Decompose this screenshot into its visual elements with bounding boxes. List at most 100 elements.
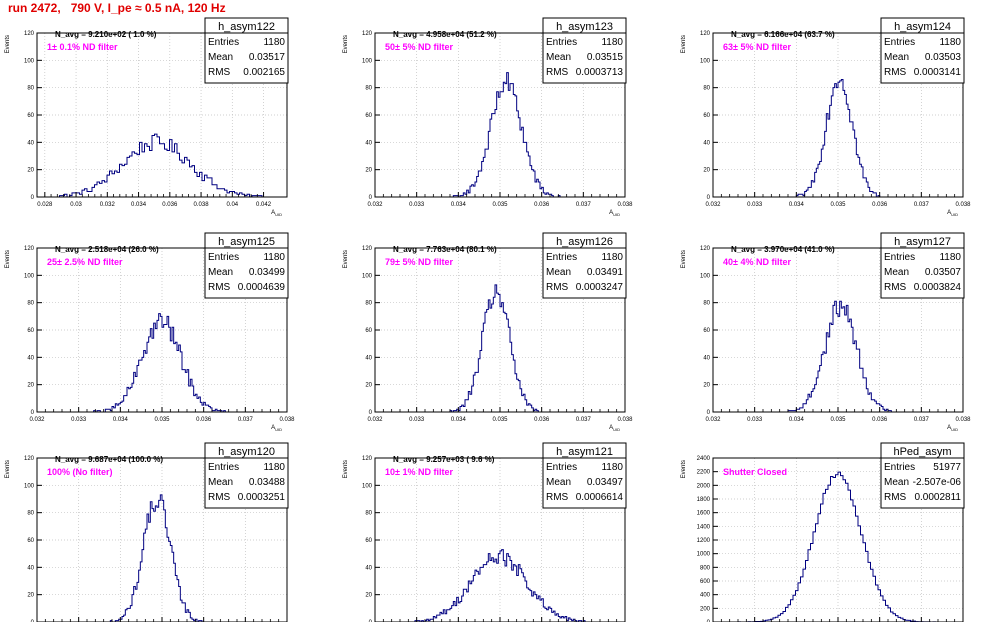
navg-label: N_avg = 7.763e+04 (80.1 %) (393, 245, 497, 254)
filter-annotation: 1± 0.1% ND filter (47, 42, 118, 52)
stats-value-mean: 0.03503 (925, 52, 962, 63)
histogram-line-h_asym121 (375, 549, 625, 622)
y-tick-label: 80 (365, 511, 372, 517)
y-tick-label: 120 (700, 246, 711, 252)
x-tick-label: 0.035 (492, 202, 508, 208)
y-tick-label: 40 (27, 140, 34, 146)
stats-box (542, 17, 627, 84)
stats-key-entries: Entries (546, 252, 577, 263)
y-tick-label: 0 (31, 620, 35, 622)
stats-title: h_asym123 (556, 21, 613, 33)
x-tick-label: 0.034 (789, 417, 805, 423)
y-tick-label: 100 (24, 273, 35, 279)
y-tick-label: 60 (27, 538, 34, 544)
y-tick-label: 40 (365, 565, 372, 571)
stats-key-rms: RMS (546, 67, 569, 78)
y-tick-label: 40 (703, 140, 710, 146)
histogram-panel-h_asym124: 0.032 0.033 0.034 0.035 0.036 0.037 0.038 0 20 40… (681, 17, 971, 217)
stats-box (542, 442, 627, 509)
x-axis-label-sub: UID (275, 427, 282, 432)
y-axis-label: Events (5, 460, 11, 478)
stats-value-entries: 1180 (939, 37, 961, 48)
stats-value-mean: 0.03497 (587, 477, 624, 488)
y-tick-label: 1200 (697, 538, 711, 544)
y-tick-label: 2200 (697, 470, 711, 476)
y-tick-label: 20 (27, 593, 34, 599)
y-tick-label: 100 (700, 58, 711, 64)
stats-key-mean: Mean (546, 52, 571, 63)
y-axis-label: Events (343, 250, 349, 268)
stats-value-entries: 51977 (933, 462, 961, 473)
x-tick-label: 0.036 (534, 417, 550, 423)
stats-title: h_asym127 (894, 236, 951, 248)
x-tick-label: 0.032 (29, 417, 45, 423)
stats-key-mean: Mean (546, 477, 571, 488)
stats-value-entries: 1180 (263, 37, 285, 48)
y-tick-label: 80 (27, 301, 34, 307)
y-tick-label: 80 (27, 86, 34, 92)
y-tick-label: 600 (700, 579, 711, 585)
x-axis-label: AUID (947, 425, 958, 432)
y-tick-label: 1800 (697, 497, 711, 503)
stats-value-rms: 0.0006614 (576, 492, 624, 503)
y-tick-label: 60 (703, 328, 710, 334)
navg-label: N_avg = 3.970e+04 (41.0 %) (731, 245, 835, 254)
filter-annotation: 63± 5% ND filter (723, 42, 791, 52)
y-tick-label: 120 (362, 456, 373, 462)
stats-box (204, 442, 289, 509)
x-tick-label: 0.036 (872, 417, 888, 423)
x-tick-label: 0.036 (196, 417, 212, 423)
histogram-panel-h_asym125: 0.032 0.033 0.034 0.035 0.036 0.037 0.038 0 20 40… (5, 232, 295, 432)
histogram-line-h_asym123 (375, 72, 625, 198)
y-tick-label: 20 (27, 168, 34, 174)
stats-key-entries: Entries (208, 252, 239, 263)
y-tick-label: 20 (703, 168, 710, 174)
x-tick-label: 0.038 (279, 417, 295, 423)
x-tick-label: 0.037 (914, 417, 930, 423)
stats-key-rms: RMS (884, 282, 907, 293)
y-tick-label: 80 (703, 86, 710, 92)
x-axis-label-sub: UID (613, 212, 620, 217)
x-tick-label: 0.032 (705, 202, 721, 208)
x-tick-label: 0.035 (830, 202, 846, 208)
stats-value-entries: 1180 (601, 252, 623, 263)
x-axis-label: AUID (271, 210, 282, 217)
y-tick-label: 60 (703, 113, 710, 119)
y-tick-label: 1400 (697, 524, 711, 530)
stats-value-rms: 0.0003251 (238, 492, 286, 503)
y-tick-label: 20 (703, 383, 710, 389)
y-tick-label: 0 (31, 410, 35, 416)
y-axis-label: Events (681, 35, 687, 53)
stats-value-mean: 0.03499 (249, 267, 286, 278)
y-tick-label: 60 (365, 113, 372, 119)
y-tick-label: 120 (24, 456, 35, 462)
stats-value-mean: 0.03515 (587, 52, 624, 63)
x-tick-label: 0.033 (71, 417, 87, 423)
navg-label: N_avg = 9.687e+04 (100.0 %) (55, 455, 163, 464)
stats-key-entries: Entries (546, 462, 577, 473)
stats-value-mean: 0.03488 (249, 477, 286, 488)
stats-value-entries: 1180 (263, 462, 285, 473)
x-axis-label-sub: UID (951, 427, 958, 432)
y-tick-label: 80 (365, 86, 372, 92)
stats-value-entries: 1180 (601, 37, 623, 48)
stats-value-entries: 1180 (263, 252, 285, 263)
y-tick-label: 100 (700, 273, 711, 279)
stats-box (880, 17, 965, 84)
y-tick-label: 800 (700, 565, 711, 571)
stats-title: h_asym121 (556, 446, 613, 458)
y-tick-label: 0 (707, 195, 711, 201)
y-tick-label: 0 (369, 410, 373, 416)
x-tick-label: 0.036 (534, 202, 550, 208)
stats-value-mean: 0.03507 (925, 267, 962, 278)
x-axis-label-sub: UID (951, 212, 958, 217)
x-tick-label: 0.036 (162, 202, 178, 208)
navg-label: N_avg = 2.518e+04 (26.0 %) (55, 245, 159, 254)
x-tick-label: 0.034 (113, 417, 129, 423)
histogram-line-h_asym122 (37, 133, 287, 198)
y-tick-label: 80 (703, 301, 710, 307)
x-tick-label: 0.037 (576, 417, 592, 423)
stats-title: h_asym120 (218, 446, 275, 458)
stats-key-rms: RMS (884, 492, 907, 503)
y-tick-label: 100 (362, 58, 373, 64)
